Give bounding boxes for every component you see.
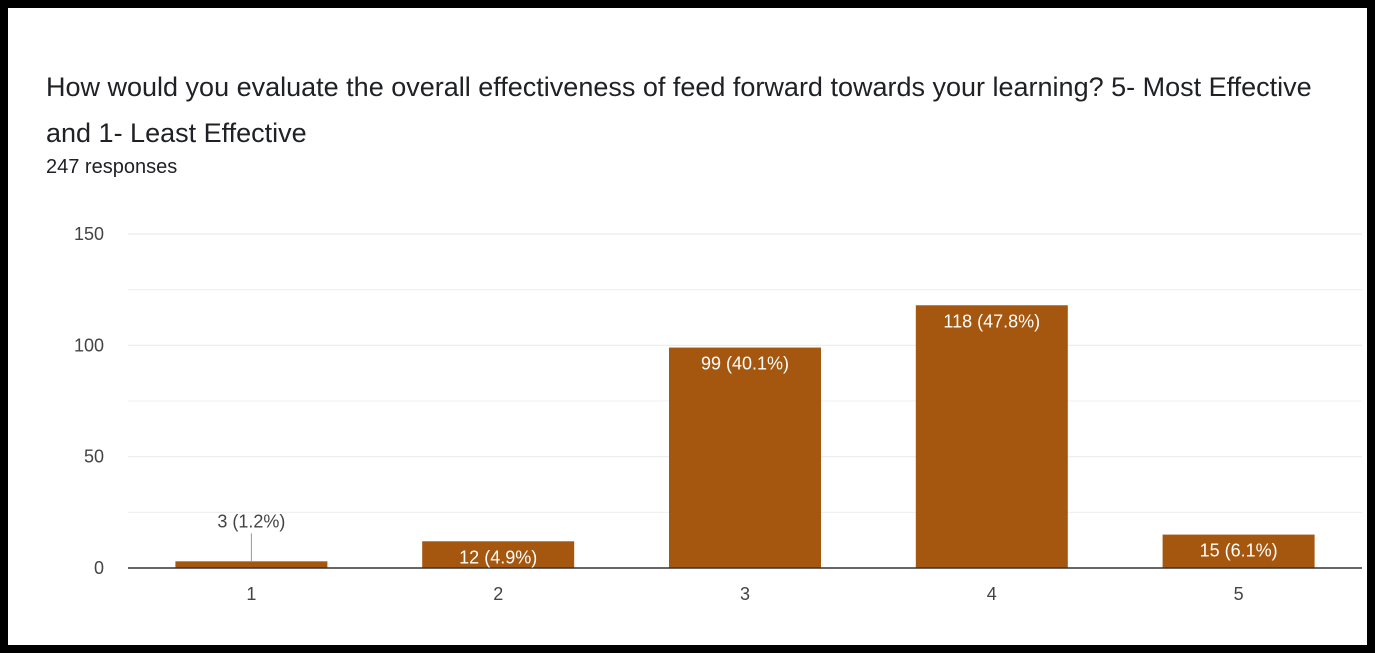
data-labels: 3 (1.2%) 12 (4.9%) 99 (40.1%) 118 (47.8%) 15… (217, 311, 1277, 567)
bars (175, 305, 1315, 568)
data-label: 118 (47.8%) (943, 311, 1040, 331)
bar (422, 541, 575, 568)
data-label: 12 (4.9%) (459, 547, 537, 567)
bar (175, 561, 328, 568)
bar (669, 347, 821, 568)
y-tick-label: 150 (74, 224, 104, 244)
x-tick-label: 3 (740, 584, 750, 604)
y-tick-label: 100 (74, 335, 104, 355)
data-label: 3 (1.2%) (217, 511, 285, 531)
x-tick-label: 1 (246, 584, 256, 604)
bar (915, 305, 1068, 568)
response-count: 247 responses (46, 156, 178, 178)
bar (1162, 534, 1315, 568)
x-tick-label: 2 (493, 584, 503, 604)
data-label: 15 (6.1%) (1200, 541, 1278, 561)
x-tick-label: 4 (987, 584, 997, 604)
question-title: How would you evaluate the overall effec… (46, 72, 1312, 148)
y-tick-label: 50 (84, 447, 104, 467)
data-label: 99 (40.1%) (701, 354, 789, 374)
y-tick-label: 0 (94, 558, 104, 578)
x-tick-label: 5 (1234, 584, 1244, 604)
y-axis-ticks: 0 50 100 150 (74, 224, 104, 578)
x-axis-ticks: 1 2 3 4 5 (246, 584, 1243, 604)
